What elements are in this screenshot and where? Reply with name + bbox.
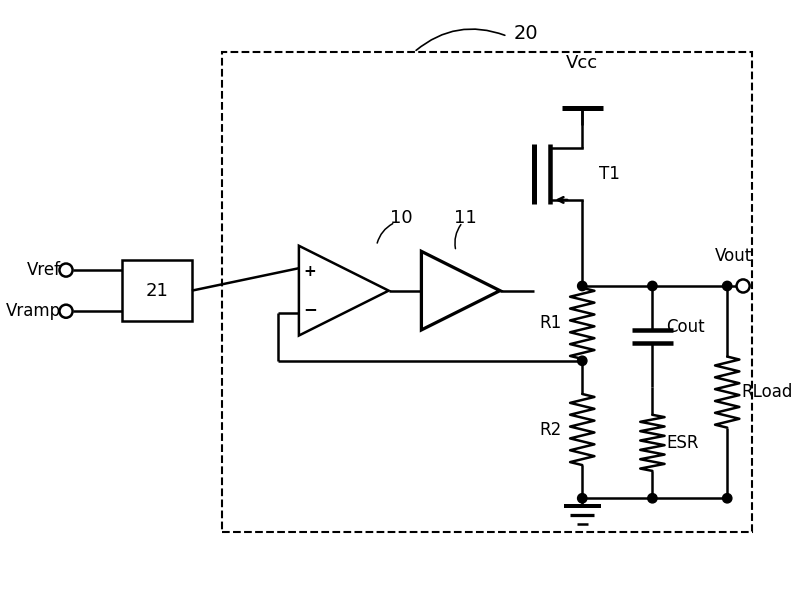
Text: +: + bbox=[304, 264, 317, 279]
Text: 10: 10 bbox=[390, 209, 413, 227]
Circle shape bbox=[722, 281, 732, 290]
Text: Cout: Cout bbox=[666, 319, 705, 337]
Text: Vout: Vout bbox=[715, 247, 752, 265]
Text: Vramp: Vramp bbox=[6, 302, 62, 320]
Circle shape bbox=[578, 281, 587, 290]
Text: −: − bbox=[303, 301, 317, 319]
Circle shape bbox=[578, 356, 587, 365]
Text: 20: 20 bbox=[514, 24, 538, 43]
Circle shape bbox=[578, 494, 587, 503]
Text: Vref: Vref bbox=[27, 261, 62, 279]
Text: R1: R1 bbox=[539, 314, 562, 332]
Text: Vcc: Vcc bbox=[566, 54, 598, 72]
Bar bbox=[222, 52, 753, 532]
Text: 21: 21 bbox=[146, 281, 168, 299]
Circle shape bbox=[737, 280, 750, 293]
Text: 11: 11 bbox=[454, 209, 477, 227]
Text: ESR: ESR bbox=[666, 434, 699, 452]
Circle shape bbox=[648, 494, 657, 503]
Bar bbox=[122, 260, 192, 321]
Circle shape bbox=[59, 305, 73, 318]
Text: RLoad: RLoad bbox=[742, 383, 793, 401]
Circle shape bbox=[59, 263, 73, 277]
Text: R2: R2 bbox=[539, 421, 562, 439]
Text: T1: T1 bbox=[599, 165, 620, 183]
Circle shape bbox=[722, 494, 732, 503]
Circle shape bbox=[648, 281, 657, 290]
